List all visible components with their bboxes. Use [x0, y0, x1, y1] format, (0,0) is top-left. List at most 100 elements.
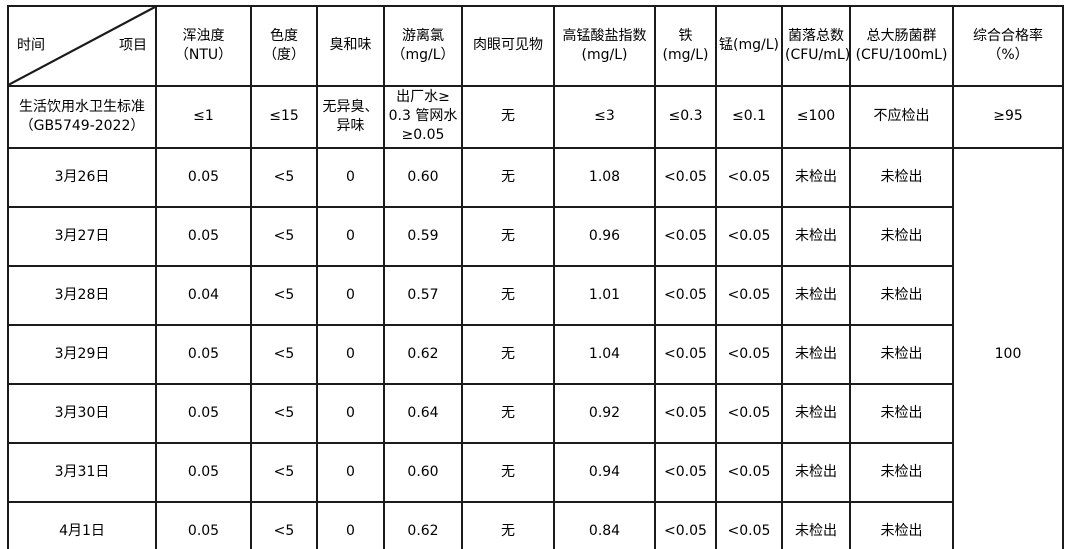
cell-permanganate-index: 1.08 [553, 146, 656, 208]
water-quality-table: 时间 项目 浑浊度（NTU） 色度 （度） 臭和味 游离氯 （mg/L） 肉眼可… [7, 5, 1064, 549]
date-cell: 3月30日 [7, 382, 157, 444]
cell-permanganate-index: 0.84 [553, 500, 656, 549]
cell-permanganate-index: 1.01 [553, 264, 656, 326]
cell-permanganate-index: 0.96 [553, 205, 656, 267]
cell-turbidity: 0.05 [155, 146, 252, 208]
col-header-iron: 铁 (mg/L) [654, 5, 717, 87]
cell-coliform: 未检出 [849, 500, 954, 549]
standard-manganese: ≤0.1 [715, 84, 783, 149]
cell-chroma: <5 [250, 441, 318, 503]
cell-iron: <0.05 [654, 441, 717, 503]
cell-colony-count: 未检出 [781, 146, 851, 208]
cell-visible-matter: 无 [461, 382, 555, 444]
date-cell: 3月26日 [7, 146, 157, 208]
col-header-colony-count: 菌落总数 (CFU/mL) [781, 5, 851, 87]
cell-chroma: <5 [250, 146, 318, 208]
header-row: 时间 项目 浑浊度（NTU） 色度 （度） 臭和味 游离氯 （mg/L） 肉眼可… [7, 5, 1064, 87]
standard-visible-matter: 无 [461, 84, 555, 149]
cell-turbidity: 0.05 [155, 500, 252, 549]
cell-visible-matter: 无 [461, 441, 555, 503]
cell-visible-matter: 无 [461, 323, 555, 385]
cell-free-chlorine: 0.60 [383, 146, 463, 208]
cell-turbidity: 0.05 [155, 323, 252, 385]
cell-colony-count: 未检出 [781, 323, 851, 385]
cell-odor: 0 [316, 441, 385, 503]
cell-manganese: <0.05 [715, 500, 783, 549]
cell-colony-count: 未检出 [781, 500, 851, 549]
corner-col-label: 项目 [119, 37, 147, 54]
cell-chroma: <5 [250, 382, 318, 444]
col-header-chroma: 色度 （度） [250, 5, 318, 87]
standard-pass-rate: ≥95 [952, 84, 1064, 149]
date-cell: 3月29日 [7, 323, 157, 385]
cell-odor: 0 [316, 146, 385, 208]
daily-row: 3月30日 0.05 <5 0 0.64 无 0.92 <0.05 <0.05 … [7, 382, 1063, 444]
daily-row: 3月27日 0.05 <5 0 0.59 无 0.96 <0.05 <0.05 … [7, 205, 1063, 267]
cell-free-chlorine: 0.59 [383, 205, 463, 267]
cell-permanganate-index: 1.04 [553, 323, 656, 385]
diagonal-line-icon [9, 7, 155, 85]
cell-visible-matter: 无 [461, 205, 555, 267]
standard-free-chlorine: 出厂水≥ 0.3 管网水 ≥0.05 [383, 84, 463, 149]
cell-iron: <0.05 [654, 264, 717, 326]
cell-odor: 0 [316, 500, 385, 549]
standard-colony-count: ≤100 [781, 84, 851, 149]
cell-iron: <0.05 [654, 382, 717, 444]
cell-visible-matter: 无 [461, 264, 555, 326]
cell-manganese: <0.05 [715, 323, 783, 385]
cell-free-chlorine: 0.64 [383, 382, 463, 444]
cell-visible-matter: 无 [461, 500, 555, 549]
cell-manganese: <0.05 [715, 382, 783, 444]
cell-chroma: <5 [250, 500, 318, 549]
cell-odor: 0 [316, 382, 385, 444]
cell-odor: 0 [316, 205, 385, 267]
cell-chroma: <5 [250, 264, 318, 326]
cell-iron: <0.05 [654, 323, 717, 385]
cell-coliform: 未检出 [849, 441, 954, 503]
daily-row: 3月31日 0.05 <5 0 0.60 无 0.94 <0.05 <0.05 … [7, 441, 1063, 503]
cell-turbidity: 0.04 [155, 264, 252, 326]
daily-row: 3月28日 0.04 <5 0 0.57 无 1.01 <0.05 <0.05 … [7, 264, 1063, 326]
cell-turbidity: 0.05 [155, 382, 252, 444]
cell-free-chlorine: 0.62 [383, 323, 463, 385]
col-header-turbidity: 浑浊度（NTU） [155, 5, 252, 87]
daily-row: 3月29日 0.05 <5 0 0.62 无 1.04 <0.05 <0.05 … [7, 323, 1063, 385]
cell-colony-count: 未检出 [781, 205, 851, 267]
col-header-pass-rate: 综合合格率 （%） [952, 5, 1064, 87]
corner-row-label: 时间 [17, 37, 45, 54]
cell-permanganate-index: 0.92 [553, 382, 656, 444]
standard-label: 生活饮用水卫生标准 （GB5749-2022） [7, 84, 157, 149]
col-header-permanganate-index: 高锰酸盐指数 (mg/L) [553, 5, 656, 87]
cell-manganese: <0.05 [715, 441, 783, 503]
col-header-manganese: 锰(mg/L) [715, 5, 783, 87]
cell-turbidity: 0.05 [155, 441, 252, 503]
col-header-coliform: 总大肠菌群 (CFU/100mL) [849, 5, 954, 87]
cell-manganese: <0.05 [715, 146, 783, 208]
cell-coliform: 未检出 [849, 264, 954, 326]
cell-chroma: <5 [250, 323, 318, 385]
cell-coliform: 未检出 [849, 205, 954, 267]
cell-turbidity: 0.05 [155, 205, 252, 267]
standard-turbidity: ≤1 [155, 84, 252, 149]
corner-cell: 时间 项目 [7, 5, 157, 87]
standard-iron: ≤0.3 [654, 84, 717, 149]
cell-manganese: <0.05 [715, 205, 783, 267]
date-cell: 3月31日 [7, 441, 157, 503]
cell-coliform: 未检出 [849, 323, 954, 385]
cell-odor: 0 [316, 323, 385, 385]
date-cell: 4月1日 [7, 500, 157, 549]
cell-permanganate-index: 0.94 [553, 441, 656, 503]
cell-visible-matter: 无 [461, 146, 555, 208]
cell-free-chlorine: 0.57 [383, 264, 463, 326]
standard-row: 生活饮用水卫生标准 （GB5749-2022） ≤1 ≤15 无异臭、 异味 出… [7, 84, 1064, 149]
cell-colony-count: 未检出 [781, 382, 851, 444]
cell-colony-count: 未检出 [781, 441, 851, 503]
cell-iron: <0.05 [654, 500, 717, 549]
col-header-odor: 臭和味 [316, 5, 385, 87]
cell-coliform: 未检出 [849, 146, 954, 208]
cell-free-chlorine: 0.60 [383, 441, 463, 503]
cell-free-chlorine: 0.62 [383, 500, 463, 549]
standard-permanganate-index: ≤3 [553, 84, 656, 149]
standard-coliform: 不应检出 [849, 84, 954, 149]
